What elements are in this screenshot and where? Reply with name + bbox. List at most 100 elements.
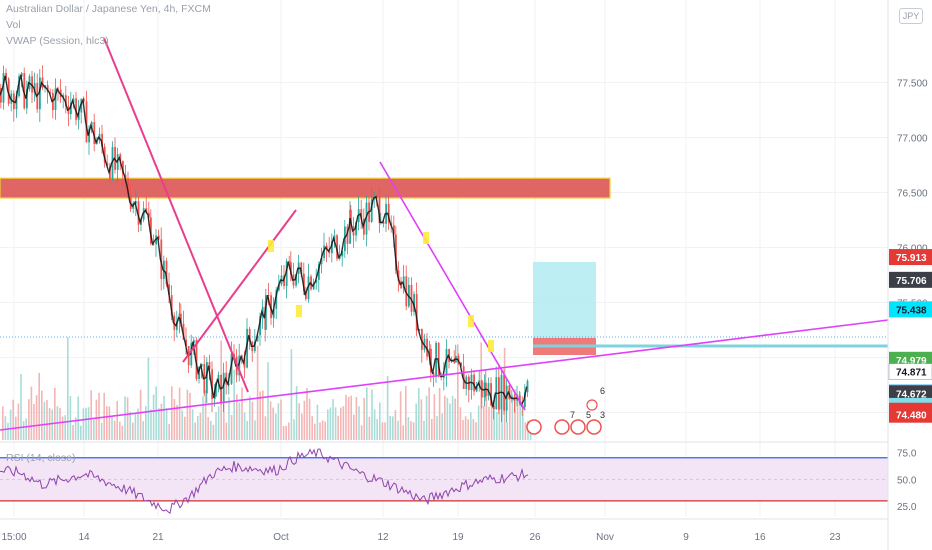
candle-body — [15, 95, 18, 110]
volume-bar — [264, 416, 267, 440]
candle-body — [96, 140, 98, 145]
volume-bar — [249, 396, 251, 440]
price-label-text: 74.480 — [896, 411, 927, 422]
candle-body — [390, 222, 393, 226]
volume-bar — [2, 406, 4, 440]
volume-bar — [155, 386, 157, 440]
price-label-text: 75.438 — [896, 305, 927, 316]
candle-body — [124, 174, 127, 179]
time-tick-label: 14 — [78, 532, 90, 543]
volume-bar — [457, 344, 459, 440]
volume-bar — [116, 401, 118, 440]
candle-body — [421, 328, 423, 350]
candle-body — [57, 88, 59, 90]
volume-bar — [236, 394, 238, 440]
volume-bar — [431, 418, 433, 440]
volume-bar — [165, 408, 168, 440]
candle-body — [526, 380, 529, 393]
price-label-text: 75.913 — [896, 253, 927, 264]
volume-bar — [189, 392, 191, 440]
volume-bar — [386, 375, 389, 440]
candle-body — [518, 395, 521, 403]
volume-bar — [415, 403, 417, 440]
volume-bar — [379, 402, 381, 440]
volume-bar — [464, 416, 467, 440]
candle-body — [200, 363, 203, 367]
volume-bar — [472, 418, 475, 440]
volume-bar — [493, 394, 495, 440]
candle-body — [432, 372, 435, 376]
candle-body — [33, 83, 36, 93]
time-tick-label: 21 — [152, 532, 164, 543]
volume-bar — [454, 398, 456, 440]
candle-body — [490, 383, 492, 406]
volume-bar — [74, 417, 77, 440]
price-label-box — [889, 406, 932, 423]
candle-body — [208, 362, 211, 370]
candle-body — [378, 197, 381, 224]
volume-bar — [423, 420, 425, 440]
signal-marker — [468, 315, 474, 327]
rsi-line — [0, 448, 529, 515]
volume-bar — [483, 405, 485, 440]
volume-bar — [519, 392, 521, 440]
volume-bar — [129, 411, 131, 440]
candle-body — [116, 154, 119, 170]
candle-body — [222, 372, 225, 403]
candle-body — [426, 338, 428, 357]
volume-bar — [277, 403, 280, 440]
volume-bar — [298, 403, 300, 440]
candle-body — [275, 290, 278, 309]
volume-bar — [509, 386, 511, 440]
candle-body — [135, 201, 137, 204]
candle-body — [272, 308, 275, 319]
support-trendline — [0, 319, 889, 431]
volume-bar — [61, 416, 64, 440]
candle-body — [62, 95, 65, 98]
volume-bar — [360, 425, 363, 440]
signal-marker — [488, 340, 494, 352]
volume-bar — [69, 396, 72, 440]
volume-bar — [280, 399, 282, 440]
time-tick-label: 9 — [683, 532, 689, 543]
volume-bar — [59, 407, 61, 440]
candle-body — [46, 85, 49, 93]
candle-body — [320, 257, 323, 265]
candle-body — [315, 279, 318, 283]
volume-bar — [321, 420, 324, 440]
candle-body — [402, 276, 405, 289]
price-label-box — [889, 301, 932, 318]
currency-badge[interactable]: JPY — [899, 8, 923, 24]
candle-body — [150, 217, 152, 244]
event-circle — [570, 419, 586, 435]
volume-bar — [267, 362, 269, 440]
volume-bar — [35, 395, 38, 440]
volume-bar — [25, 418, 27, 440]
candle-body — [83, 98, 85, 102]
candle-body — [193, 340, 195, 344]
candle-body — [5, 72, 7, 79]
volume-bar — [314, 423, 316, 440]
candle-body — [305, 291, 307, 299]
volume-bar — [4, 416, 7, 440]
price-tick-label: 76.500 — [897, 189, 928, 200]
volume-bar — [366, 387, 368, 440]
volume-bar — [506, 422, 508, 440]
volume-bar — [475, 422, 477, 440]
volume-bars — [2, 337, 532, 440]
candle-body — [457, 355, 460, 363]
volume-bar — [22, 421, 25, 440]
candle-body — [49, 92, 52, 94]
price-label-text: 74.979 — [896, 356, 927, 367]
candle-body — [350, 209, 352, 227]
volume-bar — [241, 387, 243, 440]
candle-body — [26, 89, 28, 109]
volume-bar — [394, 410, 397, 440]
volume-bar — [28, 399, 30, 440]
candle-body — [328, 249, 331, 254]
candle-body — [363, 218, 365, 235]
candle-body — [140, 219, 142, 225]
volume-bar — [259, 391, 261, 440]
volume-label: Vol — [6, 19, 21, 31]
